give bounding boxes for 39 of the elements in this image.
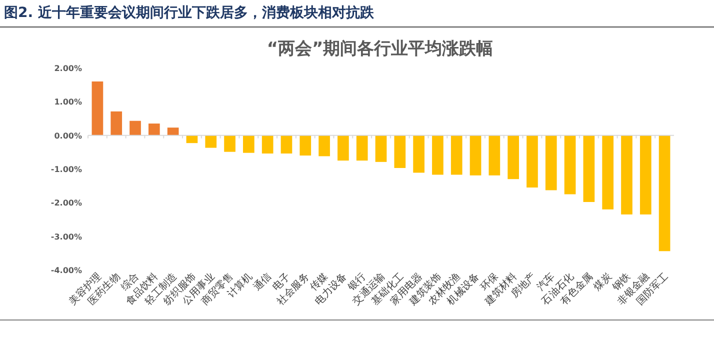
bar (356, 135, 368, 161)
bar (148, 124, 160, 136)
bar (375, 135, 387, 162)
bar (262, 135, 274, 154)
bar (545, 135, 557, 190)
bar (224, 135, 236, 152)
bar (318, 135, 330, 156)
bar (640, 135, 652, 214)
bar (300, 135, 312, 156)
bar (130, 120, 141, 136)
bar (243, 135, 254, 153)
bar (394, 135, 406, 168)
bar (508, 135, 519, 180)
bar (338, 135, 349, 161)
bar (621, 135, 632, 214)
y-tick-label: 2.00% (54, 64, 82, 73)
chart-title: “两会”期间各行业平均涨跌幅 (266, 39, 494, 59)
y-tick-label: -4.00% (50, 266, 82, 275)
bar (167, 128, 179, 136)
bar (432, 135, 444, 175)
bar (205, 135, 217, 148)
bar (488, 135, 500, 176)
caption: 图2. 近十年重要会议期间行业下跌居多，消费板块相对抗跌 (4, 4, 375, 21)
bar (413, 135, 424, 173)
bar (602, 135, 614, 210)
y-tick-label: 0.00% (54, 131, 82, 140)
bar (92, 81, 104, 136)
y-tick-label: -2.00% (50, 198, 82, 208)
bar (564, 135, 576, 194)
bar (526, 135, 538, 188)
bar (280, 135, 292, 154)
y-tick-label: -3.00% (50, 232, 82, 242)
bar (658, 135, 670, 252)
bar (583, 135, 595, 202)
bar (110, 111, 122, 136)
y-tick-label: 1.00% (54, 98, 82, 107)
bar (450, 135, 462, 175)
y-tick-label: -1.00% (50, 165, 82, 174)
bar (470, 135, 482, 176)
